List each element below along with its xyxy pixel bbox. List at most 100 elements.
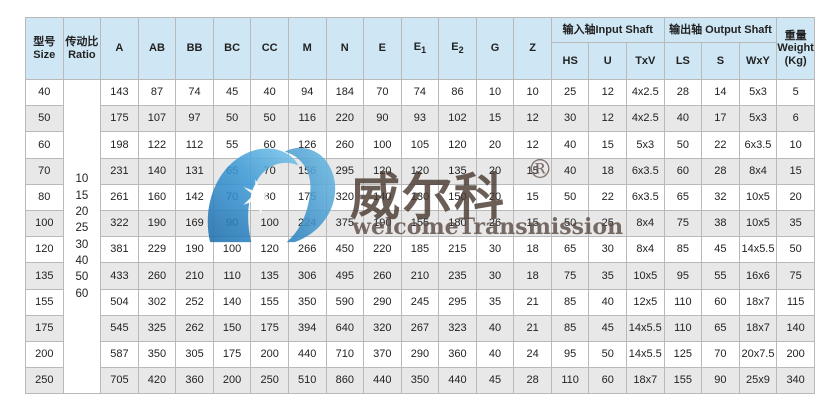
cell-s: 55: [701, 262, 740, 290]
col-header-s: S: [701, 42, 740, 80]
table-row: 50 175 107 97 50 50 116 220 90 93 102 15 12 30 12 4x2.5…: [25, 105, 815, 133]
cell-e: 90: [363, 105, 402, 133]
cell-size: 175: [25, 314, 64, 342]
cell-txv: 14x5.5: [626, 340, 665, 369]
cell-g: 20: [475, 157, 515, 185]
cell-wxy: 5x3: [738, 105, 778, 133]
col-header-wxy: WxY: [738, 42, 778, 80]
col-header-output-shaft: 输出轴 Output Shaft: [663, 17, 778, 43]
cell-wxy: 18x7: [738, 314, 778, 342]
col-header-weight-unit: (Kg): [784, 54, 807, 67]
cell-hs: 40: [550, 157, 590, 185]
cell-e1: 155: [400, 209, 440, 238]
col-header-bb: BB: [175, 17, 214, 80]
cell-bb: 262: [175, 314, 214, 342]
cell-a: 381: [100, 236, 139, 264]
cell-m: 94: [287, 78, 327, 107]
cell-w: 15: [776, 157, 815, 185]
cell-z: 12: [513, 131, 552, 159]
cell-a: 587: [100, 340, 139, 369]
cell-s: 38: [701, 209, 740, 238]
cell-w: 10: [776, 131, 815, 159]
cell-txv: 18x7: [626, 367, 665, 395]
cell-m: 116: [287, 105, 327, 133]
table-row: 155 504 302 252 140 155 350 590 290 245 295 35 21 85 4…: [25, 288, 815, 316]
cell-e1: 130: [400, 183, 440, 211]
cell-w: 200: [776, 340, 815, 369]
cell-a: 261: [100, 183, 139, 211]
table-row: 120 381 229 190 100 120 266 450 220 185 215 30 18 65 3…: [25, 236, 815, 264]
cell-cc: 60: [250, 131, 289, 159]
ratio-value: 20: [75, 205, 89, 218]
cell-e: 220: [363, 236, 402, 264]
cell-w: 6: [776, 105, 815, 133]
col-header-bc: BC: [212, 17, 252, 80]
cell-cc: 135: [250, 262, 289, 290]
cell-m: 394: [287, 314, 327, 342]
cell-ab: 160: [137, 183, 177, 211]
cell-bb: 305: [175, 340, 214, 369]
cell-s: 90: [701, 367, 740, 395]
cell-g: 26: [475, 209, 515, 238]
cell-txv: 4x2.5: [626, 78, 665, 107]
cell-n: 590: [325, 288, 365, 316]
cell-ab: 420: [137, 367, 177, 395]
cell-s: 28: [701, 157, 740, 185]
cell-u: 40: [588, 288, 627, 316]
cell-e: 190: [363, 209, 402, 238]
cell-bc: 45: [212, 78, 252, 107]
gearbox-dimension-table: 型号 Size 传动比 Ratio A AB BB BC CC M N E E1…: [25, 17, 815, 395]
cell-e2: 440: [438, 367, 477, 395]
cell-a: 705: [100, 367, 139, 395]
col-header-g: G: [475, 17, 515, 80]
cell-u: 12: [588, 78, 627, 107]
cell-txv: 10x5: [626, 262, 665, 290]
cell-n: 220: [325, 105, 365, 133]
col-header-txv: TxV: [626, 42, 665, 80]
cell-g: 10: [475, 78, 515, 107]
ratio-value: 40: [75, 255, 89, 267]
cell-s: 60: [701, 288, 740, 316]
cell-n: 495: [325, 262, 365, 290]
cell-z: 24: [513, 340, 552, 369]
cell-hs: 85: [550, 288, 590, 316]
cell-e1: 210: [400, 262, 440, 290]
cell-ab: 87: [137, 78, 177, 107]
cell-size: 250: [25, 367, 64, 395]
cell-txv: 14x5.5: [626, 314, 665, 342]
cell-hs: 30: [550, 105, 590, 133]
cell-bc: 70: [212, 183, 252, 211]
cell-size: 120: [25, 236, 64, 264]
cell-n: 295: [325, 157, 365, 185]
col-header-weight-cn: 重量: [784, 29, 807, 42]
cell-a: 198: [100, 131, 139, 159]
cell-bc: 150: [212, 314, 252, 342]
col-header-ratio-cn: 传动比: [65, 35, 99, 48]
cell-n: 860: [325, 367, 365, 395]
cell-e1: 267: [400, 314, 440, 342]
cell-z: 10: [513, 78, 552, 107]
cell-g: 20: [475, 131, 515, 159]
cell-txv: 8x4: [626, 236, 665, 264]
cell-ls: 85: [663, 236, 703, 264]
col-header-weight-en: Weight: [777, 42, 814, 55]
cell-g: 40: [475, 340, 515, 369]
cell-z: 21: [513, 288, 552, 316]
ratio-value: 30: [75, 238, 89, 251]
table-row: 80 261 160 142 70 80 175 320 140 130 150 20 15 50 22 6x…: [25, 183, 815, 211]
cell-g: 35: [475, 288, 515, 316]
cell-txv: 4x2.5: [626, 105, 665, 133]
cell-e1: 290: [400, 340, 440, 369]
cell-hs: 50: [550, 183, 590, 211]
col-header-a: A: [100, 17, 139, 80]
cell-m: 224: [287, 209, 327, 238]
header-row-sub: HS U TxV LS S WxY: [26, 42, 815, 80]
cell-bc: 200: [212, 367, 252, 395]
table-row: 200 587 350 305 175 200 440 710 370 290 360 40 24 95 5…: [25, 340, 815, 369]
cell-n: 640: [325, 314, 365, 342]
table-row: 250 705 420 360 200 250 510 860 440 350 440 45 28 110…: [25, 367, 815, 395]
col-header-z: Z: [513, 17, 552, 80]
cell-z: 18: [513, 262, 552, 290]
cell-txv: 6x3.5: [626, 157, 665, 185]
col-header-e2: E2: [438, 17, 477, 80]
